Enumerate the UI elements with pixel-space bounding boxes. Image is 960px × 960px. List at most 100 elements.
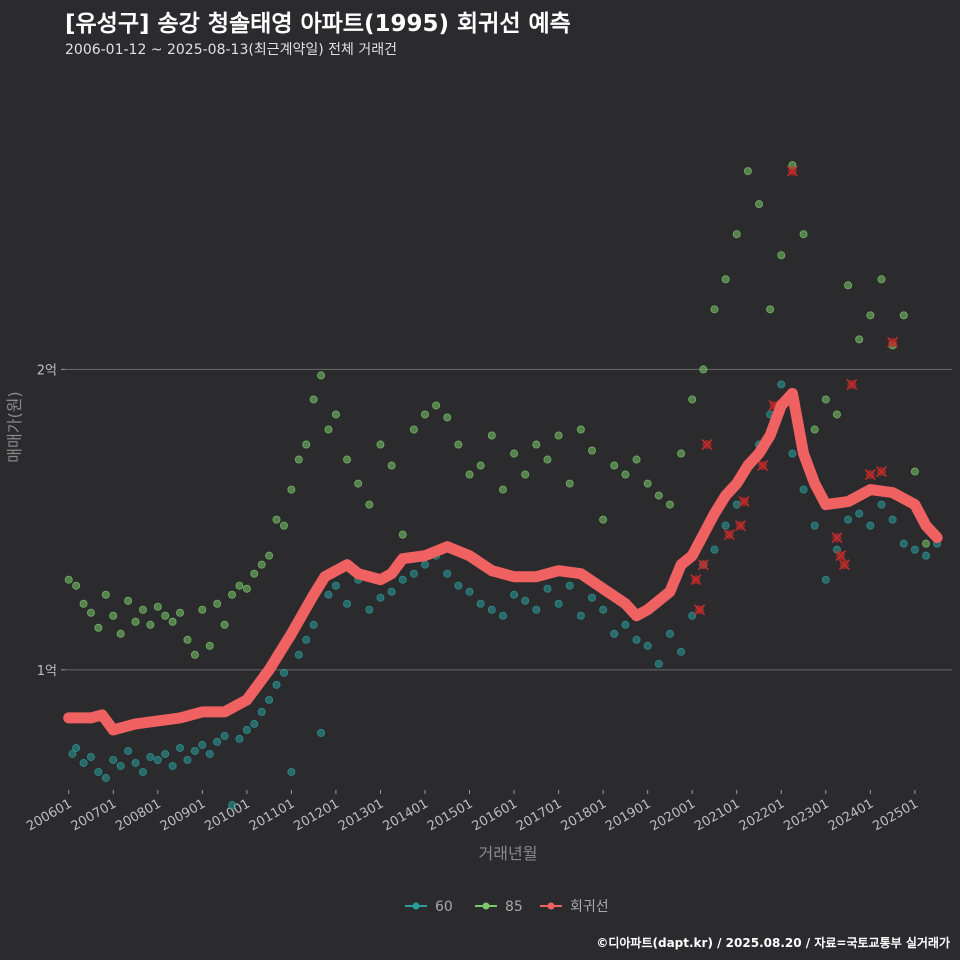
- series-85-point: [317, 371, 326, 380]
- series-60-point: [235, 734, 244, 743]
- series-60-point: [294, 650, 303, 659]
- series-60-point: [138, 767, 147, 776]
- chart-subtitle: 2006-01-12 ~ 2025-08-13(최근계약일) 전체 거래건: [65, 42, 397, 58]
- series-60-point: [532, 605, 541, 614]
- series-85-point: [72, 581, 81, 590]
- y-tick-label: 2억: [37, 363, 57, 378]
- series-85-point: [124, 596, 133, 605]
- series-60-point: [309, 620, 318, 629]
- x-tick-label: 201601: [470, 796, 520, 834]
- x-tick-label: 200801: [113, 796, 163, 834]
- series-85-point: [821, 395, 830, 404]
- y-axis-ticks: 1억 2억: [37, 363, 65, 679]
- series-60-point: [343, 599, 352, 608]
- series-85-point: [343, 455, 352, 464]
- series-60-point: [810, 521, 819, 530]
- series-85-point: [855, 335, 864, 344]
- series-60-point: [454, 581, 463, 590]
- series-60-point: [654, 659, 663, 668]
- series-60-point: [109, 755, 118, 764]
- series-85-point: [79, 599, 88, 608]
- x-tick-label: 201501: [425, 796, 475, 834]
- outlier-marker: [694, 604, 706, 616]
- series-60-point: [855, 509, 864, 518]
- series-85-point: [532, 440, 541, 449]
- series-60-point: [487, 605, 496, 614]
- series-85-point: [354, 479, 363, 488]
- source-credit: ©디아파트(dapt.kr) / 2025.08.20 / 자료=국토교통부 실…: [596, 936, 950, 950]
- series-60-point: [86, 752, 95, 761]
- series-60-point: [465, 587, 474, 596]
- series-60-point: [799, 485, 808, 494]
- x-tick-label: 202401: [826, 796, 876, 834]
- series-85-point: [677, 449, 686, 458]
- series-85-point: [64, 575, 73, 584]
- series-85-point: [213, 599, 222, 608]
- series-60-point: [257, 707, 266, 716]
- series-85-point: [302, 440, 311, 449]
- series-60-point: [324, 590, 333, 599]
- series-60-point: [899, 539, 908, 548]
- series-85-point: [146, 620, 155, 629]
- outlier-marker: [838, 559, 850, 571]
- series-85-point: [235, 581, 244, 590]
- series-85-point: [643, 479, 652, 488]
- outlier-marker: [864, 468, 876, 481]
- series-85-point: [721, 275, 730, 284]
- series-60-point: [376, 593, 385, 602]
- series-85-point: [710, 305, 719, 314]
- series-60-point: [279, 668, 288, 677]
- series-85-point: [294, 455, 303, 464]
- series-60-point: [443, 569, 452, 578]
- chart-title: [유성구] 송강 청솔태영 아파트(1995) 회귀선 예측: [65, 11, 571, 37]
- series-60-point: [228, 801, 237, 810]
- series-60-point: [116, 761, 125, 770]
- series-85-point: [599, 515, 608, 524]
- series-85-point: [331, 410, 340, 419]
- outlier-marker: [757, 459, 769, 472]
- series-60-point: [688, 611, 697, 620]
- series-85-point: [610, 461, 619, 470]
- legend-item-85: 85: [475, 899, 523, 915]
- series-60-point: [476, 599, 485, 608]
- outlier-marker: [887, 336, 899, 348]
- outlier-marker: [701, 438, 713, 451]
- series-60-point: [131, 758, 140, 767]
- x-axis-title: 거래년월: [479, 844, 538, 863]
- legend-label: 85: [505, 899, 523, 915]
- series-60-point: [398, 575, 407, 584]
- y-axis-title: 매매가(원): [5, 391, 24, 462]
- series-60-point: [302, 635, 311, 644]
- series-85-point: [432, 401, 441, 410]
- series-85-point: [365, 500, 374, 509]
- x-tick-label: 201701: [514, 796, 564, 834]
- series-85-point: [476, 461, 485, 470]
- series-85-point: [205, 641, 214, 650]
- outlier-marker: [738, 496, 750, 508]
- series-85-point: [176, 608, 185, 617]
- series-85-point: [242, 584, 251, 593]
- series-85-point: [272, 515, 281, 524]
- series-85-point: [588, 446, 597, 455]
- series-60-point: [213, 737, 222, 746]
- outlier-markers: [690, 165, 899, 616]
- series-85-point: [521, 470, 530, 479]
- series-85-point: [554, 431, 563, 440]
- regression-line: [63, 387, 943, 736]
- series-85-point: [810, 425, 819, 434]
- series-85-point: [899, 311, 908, 320]
- series-85-point: [220, 620, 229, 629]
- series-60-point: [205, 749, 214, 758]
- series-60-point: [588, 593, 597, 602]
- series-60-point: [161, 749, 170, 758]
- legend-swatch-dot: [547, 902, 555, 910]
- series-85-point: [198, 605, 207, 614]
- series-85-point: [565, 479, 574, 488]
- series-60-point: [242, 725, 251, 734]
- series-60-point: [168, 761, 177, 770]
- series-85-point: [86, 608, 95, 617]
- series-85-point: [168, 617, 177, 626]
- series-85-point: [183, 635, 192, 644]
- series-85-point: [376, 440, 385, 449]
- series-85-point: [94, 623, 103, 632]
